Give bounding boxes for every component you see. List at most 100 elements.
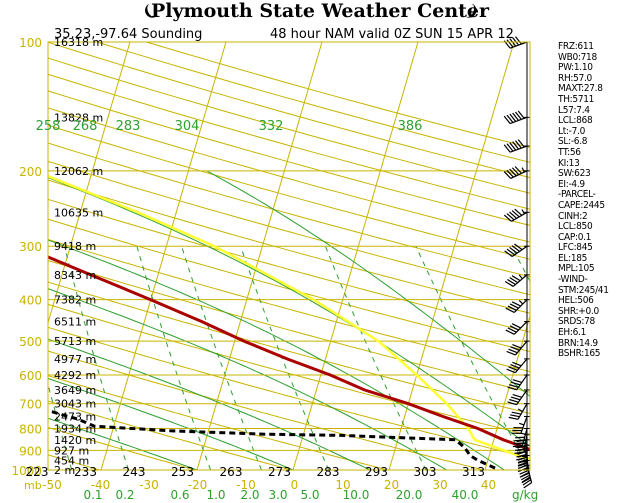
mixing-ratio-label: 0.1 xyxy=(83,488,102,502)
wind-barb-shaft xyxy=(513,299,528,313)
index-line: STM:245/41 xyxy=(558,284,609,296)
mixing-ratio-label: 2.0 xyxy=(240,488,259,502)
wind-barb-flag xyxy=(510,346,520,351)
mixing-ratio-line xyxy=(324,246,427,470)
moist-adiabat xyxy=(48,377,294,470)
index-line: -WIND- xyxy=(558,274,588,286)
isotherm xyxy=(196,42,323,470)
mixing-ratio-label: 40.0 xyxy=(452,488,479,502)
mixing-ratio-line xyxy=(136,246,212,470)
index-line: LFC:845 xyxy=(558,242,593,254)
height-label: 5713 m xyxy=(54,335,96,348)
pressure-tick-label: 300 xyxy=(19,240,42,254)
theta-side-label: 268 xyxy=(73,119,98,134)
mixing-ratio-label: 0.6 xyxy=(170,488,189,502)
index-line: SW:623 xyxy=(558,168,591,180)
index-line: MAXT:27.8 xyxy=(558,83,603,95)
dewpoint-trace xyxy=(48,409,496,470)
temperature-trace xyxy=(48,255,530,452)
isotherm-tick-label: 20 xyxy=(384,478,399,492)
wind-barb-flag xyxy=(506,143,514,152)
wind-barb-flag xyxy=(515,442,526,446)
wind-barb-flag xyxy=(514,140,522,149)
wind-barb-flag xyxy=(506,248,516,256)
isotherm-tick-label: -30 xyxy=(139,478,159,492)
dry-adiabat xyxy=(0,33,34,480)
wind-barb-flag xyxy=(506,169,514,178)
height-label: 4292 m xyxy=(54,369,96,382)
index-line: EI:-4.9 xyxy=(558,178,585,190)
index-line: EL:185 xyxy=(558,252,588,264)
index-line: BRN:14.9 xyxy=(558,337,598,349)
wind-barb-flag xyxy=(512,141,520,150)
wind-barb-flag xyxy=(509,384,519,388)
dry-adiabat xyxy=(48,259,530,393)
wind-barb xyxy=(504,243,530,258)
wind-barb-flag xyxy=(506,350,516,356)
wind-barb-flag xyxy=(509,303,519,309)
wind-barb-flag xyxy=(509,398,519,403)
isotherm-tick-label: 10 xyxy=(335,478,350,492)
wind-barb-flag xyxy=(509,211,518,219)
index-line: Lt:-7.0 xyxy=(558,125,586,137)
index-line: LCL:868 xyxy=(558,115,593,127)
wind-barb xyxy=(503,166,530,179)
wind-barb-flag xyxy=(514,208,523,216)
index-line: MPL:105 xyxy=(558,263,595,275)
wind-barb-flag xyxy=(523,482,532,489)
wind-barb-flag xyxy=(514,36,522,45)
height-label: 3043 m xyxy=(54,398,96,411)
wind-barb-flag xyxy=(509,277,519,284)
height-label: 2473 m xyxy=(54,411,96,424)
wind-barb xyxy=(505,299,530,313)
parcel-trace xyxy=(48,174,530,461)
wind-barb-flag xyxy=(503,214,512,222)
wind-barb-flag xyxy=(503,115,511,124)
wind-barb-flag xyxy=(520,474,530,481)
mixing-ratio-unit: g/kg xyxy=(512,488,538,502)
index-line: PW:1.10 xyxy=(558,62,593,74)
wind-barb-flag xyxy=(511,245,520,252)
index-line: TT:56 xyxy=(558,146,581,158)
wind-barb xyxy=(503,110,530,125)
index-line: WB0:718 xyxy=(558,51,597,63)
height-label: 8343 m xyxy=(54,269,96,282)
wind-barb xyxy=(507,389,530,406)
wind-barb-flag xyxy=(503,144,511,153)
wind-barb xyxy=(505,321,530,335)
wind-barb-flag xyxy=(520,471,530,478)
wind-barb-flag xyxy=(504,250,513,258)
height-label: 4977 m xyxy=(54,353,96,366)
wind-barb-flag xyxy=(517,453,528,458)
wind-barb-flag xyxy=(517,110,525,119)
wind-barb-flag xyxy=(509,142,517,151)
wind-barb-flag xyxy=(517,462,528,467)
wind-barb-flag xyxy=(511,167,520,176)
wind-barb-flag xyxy=(511,210,520,218)
wind-barb-flag xyxy=(521,476,531,483)
wind-barb-flag xyxy=(510,414,520,418)
wind-barb-flag xyxy=(512,37,520,46)
index-line: LCL:850 xyxy=(558,221,593,233)
thermo-grid xyxy=(0,33,530,480)
wind-barb-flag xyxy=(510,381,521,386)
index-line: RH:57.0 xyxy=(558,72,592,84)
wind-barb-flag xyxy=(510,396,521,401)
pressure-tick-label: 700 xyxy=(19,398,42,412)
pressure-tick-label: 100 xyxy=(19,36,42,50)
wind-barb-flag xyxy=(512,361,522,367)
header: ❨ Plymouth State Weather Center ❩ xyxy=(0,0,640,26)
wind-barb-flag xyxy=(505,307,515,313)
mixing-ratio-label: 20.0 xyxy=(396,488,423,502)
wind-barb-flag xyxy=(509,113,517,122)
wind-barbs xyxy=(503,36,533,489)
dry-adiabat xyxy=(48,179,530,314)
index-line: SHR:+0.0 xyxy=(558,305,599,317)
wind-barb-flag xyxy=(511,411,522,415)
wind-barb-flag xyxy=(517,456,528,461)
wind-barb-flag xyxy=(506,114,514,123)
pressure-tick-label: 900 xyxy=(19,444,42,458)
index-line: TH:5711 xyxy=(558,93,595,105)
index-line: HEL:506 xyxy=(558,295,594,307)
